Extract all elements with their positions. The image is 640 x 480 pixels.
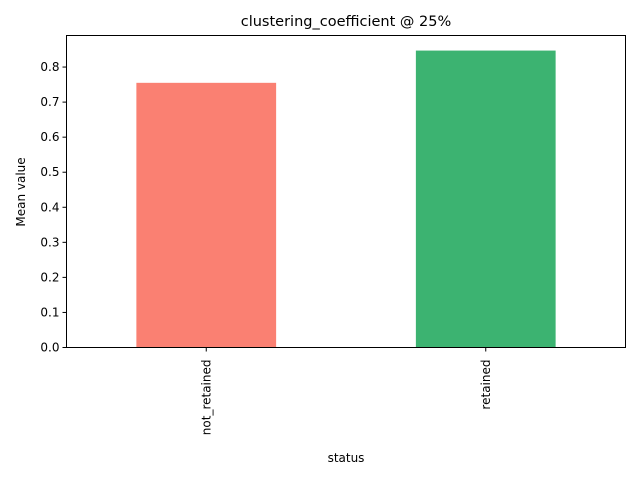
y-tick-label: 0.4 xyxy=(40,200,59,214)
y-tick-label: 0.0 xyxy=(40,341,59,355)
y-tick-label: 0.1 xyxy=(40,305,59,319)
y-tick-label: 0.8 xyxy=(40,60,59,74)
axes-frame xyxy=(66,35,626,348)
y-tick-label: 0.5 xyxy=(40,165,59,179)
bar-retained xyxy=(415,50,556,348)
bar-not_retained xyxy=(136,82,277,348)
y-tick-label: 0.3 xyxy=(40,235,59,249)
y-tick-label: 0.2 xyxy=(40,270,59,284)
y-axis-label: Mean value xyxy=(14,157,28,226)
y-tick-label: 0.7 xyxy=(40,95,59,109)
chart-title: clustering_coefficient @ 25% xyxy=(241,14,452,30)
y-tick-label: 0.6 xyxy=(40,130,59,144)
x-axis-label: status xyxy=(328,451,365,465)
x-tick-label: retained xyxy=(479,360,493,410)
plot-area: 0.0 0.1 0.2 0.3 0.4 0.5 0.6 0.7 0.8 not_retained r… xyxy=(40,50,556,436)
x-tick-label: not_retained xyxy=(199,360,213,436)
